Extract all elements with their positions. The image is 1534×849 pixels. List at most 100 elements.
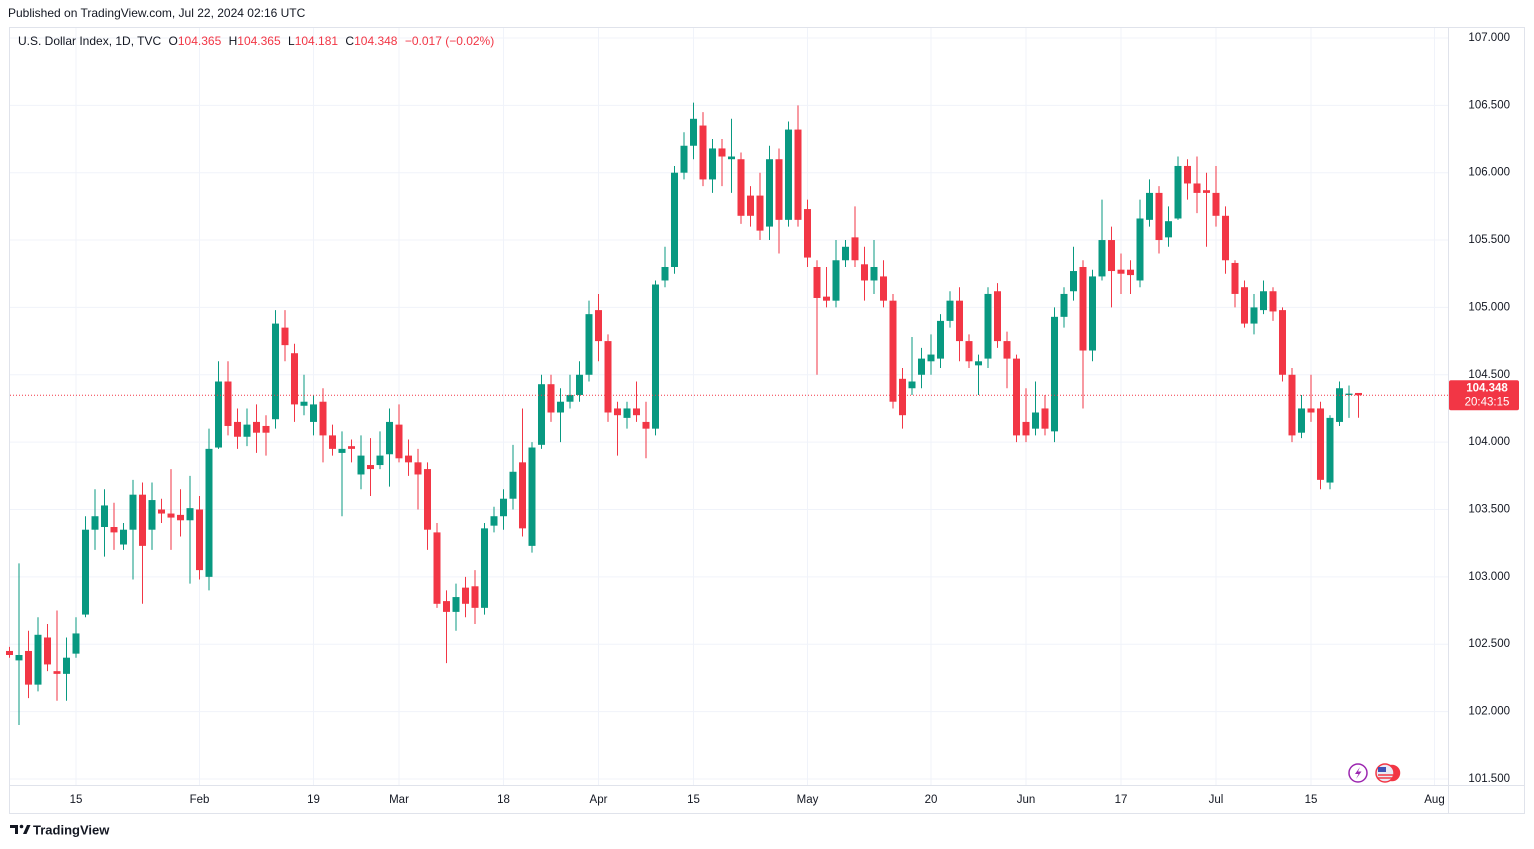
ohlc-label: O bbox=[169, 34, 178, 48]
candle-body bbox=[338, 448, 346, 453]
candle-body bbox=[1250, 307, 1258, 324]
candle-body bbox=[471, 586, 479, 608]
candle-body bbox=[452, 597, 460, 612]
candle-body bbox=[870, 266, 878, 281]
candle-body bbox=[310, 404, 317, 422]
candle-body bbox=[908, 381, 916, 389]
brand-name: TradingView bbox=[33, 822, 110, 837]
candle-body bbox=[82, 529, 89, 615]
x-tick-label: Jun bbox=[1017, 794, 1036, 806]
close-value: 104.348 bbox=[354, 34, 398, 48]
candle-body bbox=[1098, 240, 1106, 277]
countdown-label: 20:43:15 bbox=[1465, 396, 1510, 408]
candle-body bbox=[186, 508, 194, 521]
y-tick-label: 105.500 bbox=[1468, 234, 1510, 246]
candle-body bbox=[357, 455, 365, 475]
high-value: 104.365 bbox=[237, 34, 281, 48]
candle-body bbox=[386, 421, 393, 455]
candle-body bbox=[405, 455, 412, 463]
candle-body bbox=[1051, 316, 1058, 432]
candle-body bbox=[918, 358, 925, 375]
candle-body bbox=[946, 300, 954, 321]
candle-body bbox=[224, 381, 232, 426]
candle-body bbox=[585, 314, 593, 375]
candle-body bbox=[348, 446, 355, 449]
candle-body bbox=[956, 300, 963, 342]
x-tick-label: 20 bbox=[925, 794, 938, 806]
candle-body bbox=[832, 260, 840, 301]
candle-body bbox=[329, 435, 336, 449]
candle-body bbox=[490, 516, 498, 526]
candle-body bbox=[44, 637, 51, 665]
candle-body bbox=[6, 650, 13, 655]
candle-body bbox=[1165, 221, 1172, 238]
candle-body bbox=[889, 300, 897, 402]
candle-body bbox=[1184, 165, 1191, 184]
x-tick-label: 15 bbox=[687, 794, 700, 806]
candle-body bbox=[53, 671, 61, 674]
candle-body bbox=[177, 514, 184, 521]
candle-body bbox=[509, 471, 517, 499]
y-tick-label: 104.000 bbox=[1468, 436, 1510, 448]
candle-body bbox=[1146, 192, 1153, 220]
candle-body bbox=[965, 341, 973, 362]
logo-mark bbox=[19, 824, 24, 829]
candle-body bbox=[443, 601, 450, 612]
candle-body bbox=[538, 384, 545, 445]
candle-body bbox=[1269, 291, 1277, 312]
candle-body bbox=[63, 657, 70, 674]
y-tick-label: 105.000 bbox=[1468, 301, 1510, 313]
candle-body bbox=[994, 291, 1001, 342]
candle-body bbox=[1288, 374, 1296, 436]
candle-body bbox=[281, 327, 289, 346]
candle-body bbox=[1117, 269, 1125, 274]
candle-body bbox=[1222, 215, 1229, 261]
x-tick-label: 17 bbox=[1115, 794, 1128, 806]
candle-body bbox=[481, 528, 488, 608]
candles bbox=[6, 102, 1362, 726]
candle-body bbox=[1041, 408, 1049, 429]
candle-body bbox=[709, 148, 716, 180]
x-tick-label: May bbox=[797, 794, 819, 806]
candle-body bbox=[1345, 393, 1353, 395]
candle-body bbox=[291, 353, 298, 405]
candle-body bbox=[1241, 287, 1248, 324]
x-tick-label: Feb bbox=[190, 794, 210, 806]
candle-body bbox=[519, 462, 526, 529]
candle-body bbox=[851, 237, 859, 261]
candle-body bbox=[253, 421, 260, 433]
chart-frame bbox=[9, 27, 1525, 814]
candle-body bbox=[148, 500, 156, 530]
candle-body bbox=[1326, 417, 1334, 483]
candle-body bbox=[785, 129, 792, 220]
candle-body bbox=[690, 118, 697, 146]
candle-body bbox=[1317, 408, 1324, 480]
brand: TradingView bbox=[10, 822, 110, 837]
candle-body bbox=[927, 354, 935, 362]
y-tick-label: 102.000 bbox=[1468, 706, 1510, 718]
ohlc-label: C bbox=[345, 34, 354, 48]
candle-body bbox=[500, 498, 507, 517]
x-tick-label: Mar bbox=[389, 794, 409, 806]
overlay: 104.348 20:43:15 bbox=[10, 380, 1519, 411]
candle-body bbox=[1336, 388, 1343, 422]
candle-body bbox=[937, 320, 944, 359]
candle-body bbox=[642, 421, 650, 429]
candle-body bbox=[1155, 192, 1163, 241]
candle-body bbox=[72, 633, 80, 654]
candle-body bbox=[1355, 392, 1362, 396]
change-value: −0.017 (−0.02%) bbox=[405, 34, 494, 48]
candle-body bbox=[1260, 291, 1267, 311]
low-value: 104.181 bbox=[295, 34, 339, 48]
candle-body bbox=[433, 532, 441, 604]
candle-body bbox=[557, 401, 564, 413]
chart-title: U.S. Dollar Index, 1D, TVC bbox=[18, 34, 161, 48]
y-tick-label: 107.000 bbox=[1468, 32, 1510, 44]
candle-body bbox=[1193, 183, 1201, 193]
candle-body bbox=[462, 587, 469, 604]
candle-body bbox=[566, 394, 574, 402]
candle-body bbox=[576, 374, 583, 395]
candle-body bbox=[1174, 165, 1182, 219]
candle-body bbox=[101, 505, 108, 528]
